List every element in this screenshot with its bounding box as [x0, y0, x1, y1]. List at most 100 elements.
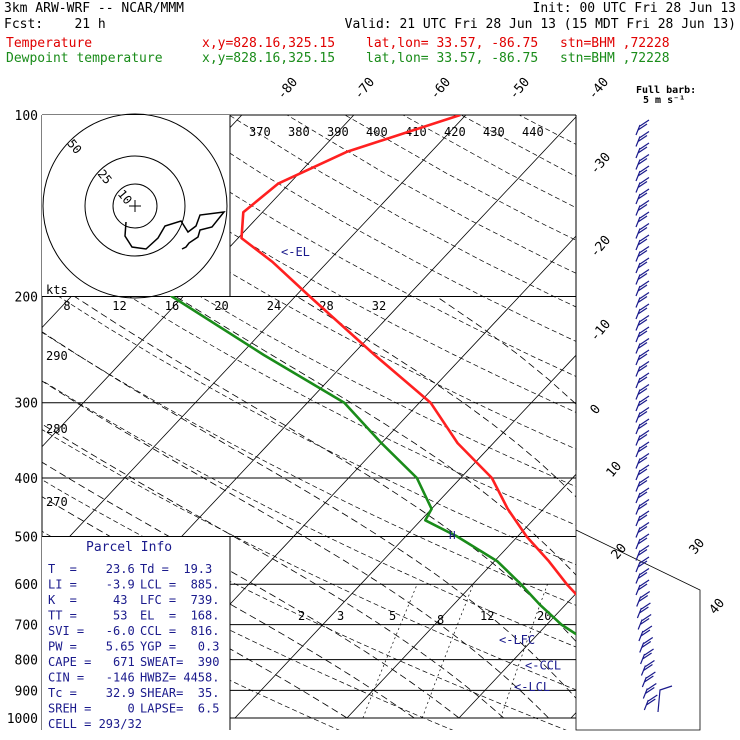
- mixing-ratio-label: 2: [298, 609, 305, 623]
- isotherm-label: -10: [588, 317, 615, 345]
- temperature-latlon: lat,lon= 33.57, -86.75: [366, 36, 539, 51]
- model-name: 3km ARW-WRF -- NCAR/MMM: [4, 1, 185, 16]
- dewpoint-station: stn=BHM ,72228: [560, 51, 670, 66]
- freezing-mark: H: [449, 529, 456, 542]
- profile-temperature: [240, 115, 576, 597]
- wind-barb: [635, 430, 650, 446]
- dry-adiabat: [170, 115, 576, 342]
- theta-label: 370: [249, 125, 271, 139]
- wind-barb: [635, 165, 650, 182]
- wind-barb: [639, 637, 654, 653]
- theta-label: 380: [288, 125, 310, 139]
- isotherm-line: [234, 354, 576, 719]
- isotherm-label: -30: [588, 150, 615, 178]
- mixing-ratio-label: 8: [437, 613, 444, 627]
- wind-barb: [638, 625, 653, 642]
- parcel-info-background: [42, 537, 230, 730]
- parcel-info-left: Tc = 32.9: [48, 686, 135, 700]
- parcel-info-right: CCL = 816.: [140, 624, 219, 638]
- moist-adiabat: [436, 296, 576, 405]
- wind-barb: [635, 510, 650, 527]
- init-time: Init: 00 UTC Fri 28 Jun 13: [532, 1, 737, 16]
- isotherm-label: -50: [507, 75, 534, 103]
- pressure-tick-label: 600: [15, 578, 38, 593]
- wind-barb: [635, 292, 650, 308]
- wind-barb: [642, 683, 657, 699]
- parcel-info-right: Td = 19.3: [140, 562, 212, 576]
- dry-adiabat: [42, 147, 576, 450]
- dry-adiabat: [402, 115, 576, 209]
- speed-scale-label: 20: [214, 299, 228, 313]
- parcel-info-left: K = 43: [48, 593, 127, 607]
- wind-barb: [635, 407, 650, 423]
- wind-barb: [635, 131, 650, 147]
- hodograph-ring: [42, 113, 228, 299]
- wind-barb: [635, 476, 650, 492]
- dry-adiabat: [42, 284, 576, 566]
- valid-time: Valid: 21 UTC Fri 28 Jun 13 (15 MDT Fri …: [344, 17, 736, 32]
- pressure-tick-label: 1000: [7, 712, 38, 727]
- wind-barb: [635, 188, 650, 205]
- theta-label-left: 290: [46, 349, 68, 363]
- mixing-ratio-line: [577, 584, 620, 718]
- theta-label-left: 280: [46, 422, 68, 436]
- isotherm-label: -20: [588, 233, 615, 261]
- parcel-info-left: SVI = -6.0: [48, 624, 135, 638]
- hodograph-trace: [124, 211, 226, 250]
- parcel-info-right: LFC = 739.: [140, 593, 219, 607]
- dry-adiabat: [112, 115, 576, 377]
- theta-label: 420: [444, 125, 466, 139]
- parcel-info-left: TT = 53: [48, 609, 127, 623]
- pressure-tick-label: 300: [15, 397, 38, 412]
- theta-label: 390: [327, 125, 349, 139]
- parcel-info-left: PW = 5.65: [48, 640, 135, 654]
- isotherm-label: 0: [588, 402, 605, 418]
- dry-adiabat: [42, 192, 576, 488]
- pressure-tick-label: 800: [15, 654, 38, 669]
- wind-barb: [636, 602, 651, 619]
- dewpoint-latlon: lat,lon= 33.57, -86.75: [366, 51, 539, 66]
- moist-adiabat: [579, 297, 740, 719]
- wind-barb: [635, 384, 650, 400]
- theta-label: 430: [483, 125, 505, 139]
- barb-note: Full barb:: [636, 85, 696, 96]
- parcel-info-right: LCL = 885.: [140, 578, 219, 592]
- parcel-info-right: SHEAR= 35.: [140, 686, 219, 700]
- parcel-info-left: SREH = 0: [48, 702, 135, 716]
- wind-barb: [635, 418, 650, 435]
- wind-barb: [635, 349, 650, 366]
- wind-barb: [637, 614, 652, 630]
- theta-label: 440: [522, 125, 544, 139]
- parcel-info-left: CIN = -146: [48, 671, 135, 685]
- hodograph-units: kts: [46, 283, 68, 297]
- mixing-ratio-label: 3: [337, 609, 344, 623]
- parcel-info-left: T = 23.6: [48, 562, 135, 576]
- moist-adiabat: [42, 331, 576, 699]
- pressure-tick-label: 100: [15, 109, 38, 124]
- pressure-tick-label: 900: [15, 684, 38, 699]
- mixing-ratio-line: [736, 584, 740, 718]
- parcel-info-left: CELL = 293/32: [48, 717, 142, 731]
- isotherm-label: 30: [687, 536, 709, 558]
- dry-adiabat: [344, 115, 576, 241]
- wind-barb: [635, 234, 650, 251]
- pressure-tick-label: 200: [15, 291, 38, 306]
- parcel-info-title: Parcel Info: [86, 540, 172, 555]
- dry-adiabat: [518, 115, 576, 145]
- wind-barb: [635, 533, 650, 550]
- dewpoint-xy: x,y=828.16,325.15: [202, 51, 336, 66]
- wind-barbs: [635, 119, 673, 713]
- hodograph-ring: [84, 155, 186, 257]
- wind-barb: [635, 177, 650, 193]
- isotherm-label: -60: [428, 75, 455, 103]
- wind-barb: [635, 499, 650, 515]
- parcel-info-right: SWEAT= 390: [140, 655, 219, 669]
- moist-adiabat: [296, 296, 576, 498]
- level-markers: <-EL <-LFC <-CCL <-LCL H: [281, 245, 561, 694]
- mixing-ratio-label: 5: [389, 609, 396, 623]
- temperature-legend: Temperature: [6, 36, 93, 51]
- wind-barb: [635, 119, 650, 136]
- speed-scale-label: 24: [267, 299, 281, 313]
